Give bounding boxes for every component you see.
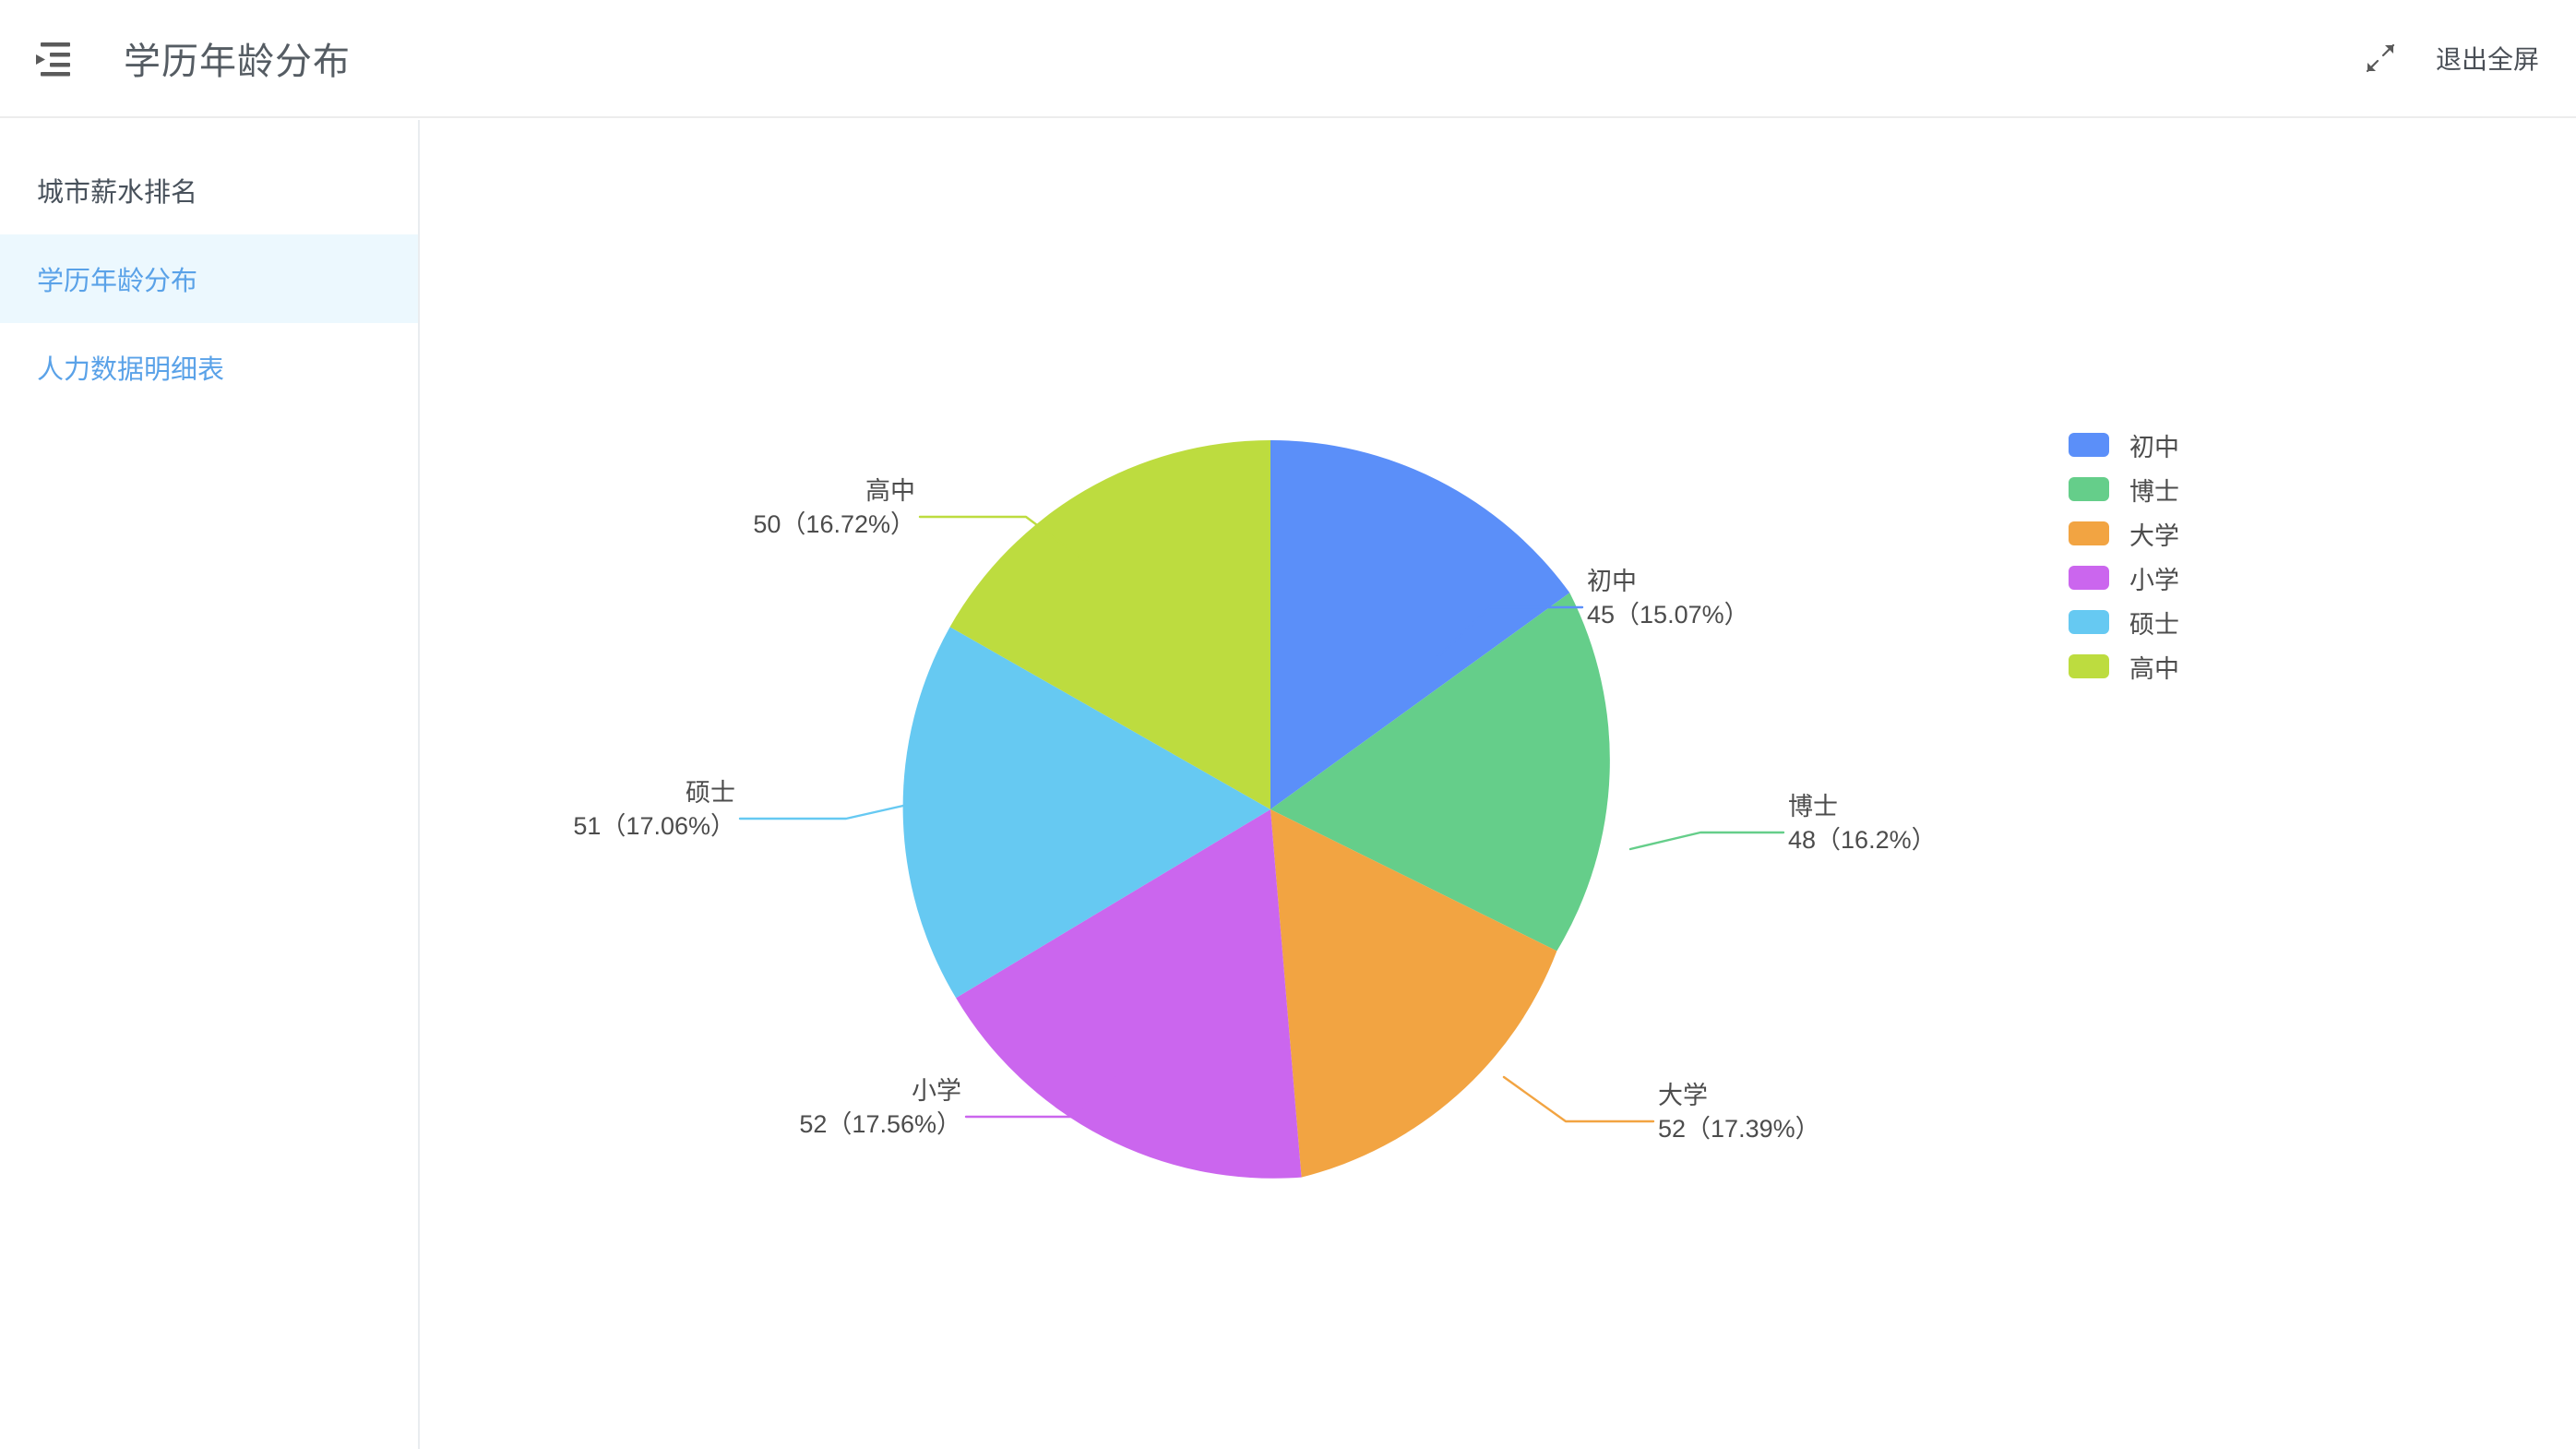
legend-swatch-shuoshi [2069, 610, 2109, 634]
sidebar-item-hr-data-detail-table[interactable]: 人力数据明细表 [37, 355, 225, 385]
page-title: 学历年龄分布 [124, 42, 351, 82]
leader-line-daxue [1502, 1075, 1655, 1123]
pie-label-xiaoxue: 小学 52（17.56%） [799, 1077, 961, 1138]
legend-item-shuoshi[interactable]: 硕士 [2069, 600, 2179, 644]
pie-label-chuzhong: 初中 45（15.07%） [1587, 568, 1749, 629]
pie-label-shuoshi: 硕士 51（17.06%） [573, 779, 735, 840]
legend-swatch-daxue [2069, 521, 2109, 545]
menu-fold-icon [32, 40, 75, 77]
exit-fullscreen-icon [2362, 40, 2399, 77]
pie-slice-gaozhong[interactable] [949, 440, 1270, 809]
leader-line-gaozhong [918, 515, 1092, 567]
main-content: 初中 45（15.07%） 博士 48（16.2%） 大学 52（17.39%）… [422, 120, 2576, 1449]
legend-swatch-gaozhong [2069, 654, 2109, 678]
pie-label-gaozhong: 高中 50（16.72%） [753, 477, 915, 538]
pie-label-boshi: 博士 48（16.2%） [1788, 793, 1937, 854]
legend-item-boshi[interactable]: 博士 [2069, 467, 2179, 511]
sidebar: 城市薪水排名 学历年龄分布 人力数据明细表 [0, 120, 420, 1449]
legend-swatch-chuzhong [2069, 433, 2109, 457]
app-header: 学历年龄分布 退出全屏 [0, 0, 2576, 118]
leader-line-boshi [1628, 831, 1785, 851]
pie-slice-chuzhong[interactable] [1270, 439, 1570, 809]
pie-slice-boshi[interactable] [1270, 593, 1610, 952]
leader-line-chuzhong [1437, 605, 1584, 658]
pie-chart[interactable]: 初中 45（15.07%） 博士 48（16.2%） 大学 52（17.39%）… [422, 120, 2576, 1449]
legend-item-daxue[interactable]: 大学 [2069, 511, 2179, 556]
pie-slice-daxue[interactable] [1270, 809, 1557, 1178]
legend-swatch-xiaoxue [2069, 566, 2109, 590]
legend-item-xiaoxue[interactable]: 小学 [2069, 556, 2179, 600]
leader-line-shuoshi [738, 797, 934, 820]
sidebar-item-education-age-distribution[interactable]: 学历年龄分布 [0, 234, 418, 323]
pie-slice-xiaoxue[interactable] [956, 809, 1302, 1179]
menu-fold-button[interactable] [28, 32, 79, 84]
chart-legend: 初中 博士 大学 小学 硕士 高中 [2069, 423, 2179, 689]
legend-item-gaozhong[interactable]: 高中 [2069, 644, 2179, 689]
legend-item-chuzhong[interactable]: 初中 [2069, 423, 2179, 467]
pie-label-daxue: 大学 52（17.39%） [1658, 1082, 1820, 1143]
leader-line-xiaoxue [964, 1069, 1125, 1119]
legend-swatch-boshi [2069, 477, 2109, 501]
exit-fullscreen-button[interactable]: 退出全屏 [2362, 40, 2539, 77]
pie-slice-shuoshi[interactable] [902, 627, 1270, 999]
pie-chart-canvas[interactable] [422, 120, 2576, 1449]
exit-fullscreen-label: 退出全屏 [2435, 45, 2539, 74]
sidebar-item-city-salary-ranking[interactable]: 城市薪水排名 [37, 178, 198, 208]
